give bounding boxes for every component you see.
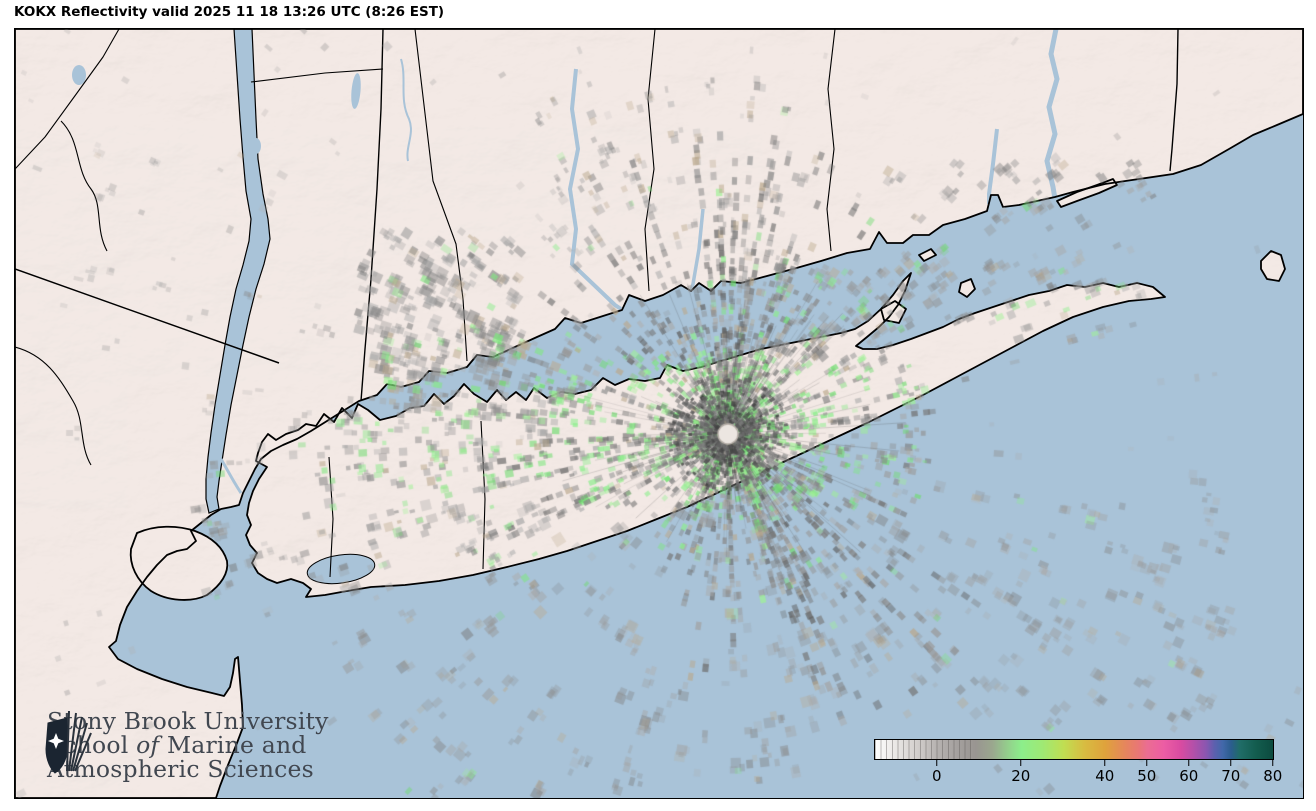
colorbar-tick-mark <box>936 760 938 766</box>
colorbar-tick-mark <box>1230 760 1232 766</box>
reflectivity-colorbar: 0 20 40 50 60 70 80 <box>874 739 1282 786</box>
colorbar-discrete-steps <box>875 740 971 759</box>
figure-title: KOKX Reflectivity valid 2025 11 18 13:26… <box>14 4 445 20</box>
colorbar-tick-label: 40 <box>1095 767 1115 785</box>
colorbar-tick-label: 80 <box>1263 767 1283 785</box>
colorbar-ticks: 0 20 40 50 60 70 80 <box>874 760 1282 786</box>
colorbar-tick-mark <box>1272 760 1274 766</box>
colorbar-tick-mark <box>1104 760 1106 766</box>
colorbar-tick-mark <box>1146 760 1148 766</box>
colorbar-gradient <box>874 739 1274 760</box>
colorbar-tick-label: 70 <box>1221 767 1241 785</box>
colorbar-tick-label: 50 <box>1137 767 1157 785</box>
radar-map: Stony Brook University School of Marine … <box>14 28 1304 799</box>
colorbar-tick-mark <box>1020 760 1022 766</box>
radar-clutter-layer <box>15 29 1303 798</box>
colorbar-tick-label: 60 <box>1179 767 1199 785</box>
colorbar-tick-mark <box>1188 760 1190 766</box>
colorbar-tick-label: 0 <box>932 767 942 785</box>
colorbar-tick-label: 20 <box>1011 767 1031 785</box>
